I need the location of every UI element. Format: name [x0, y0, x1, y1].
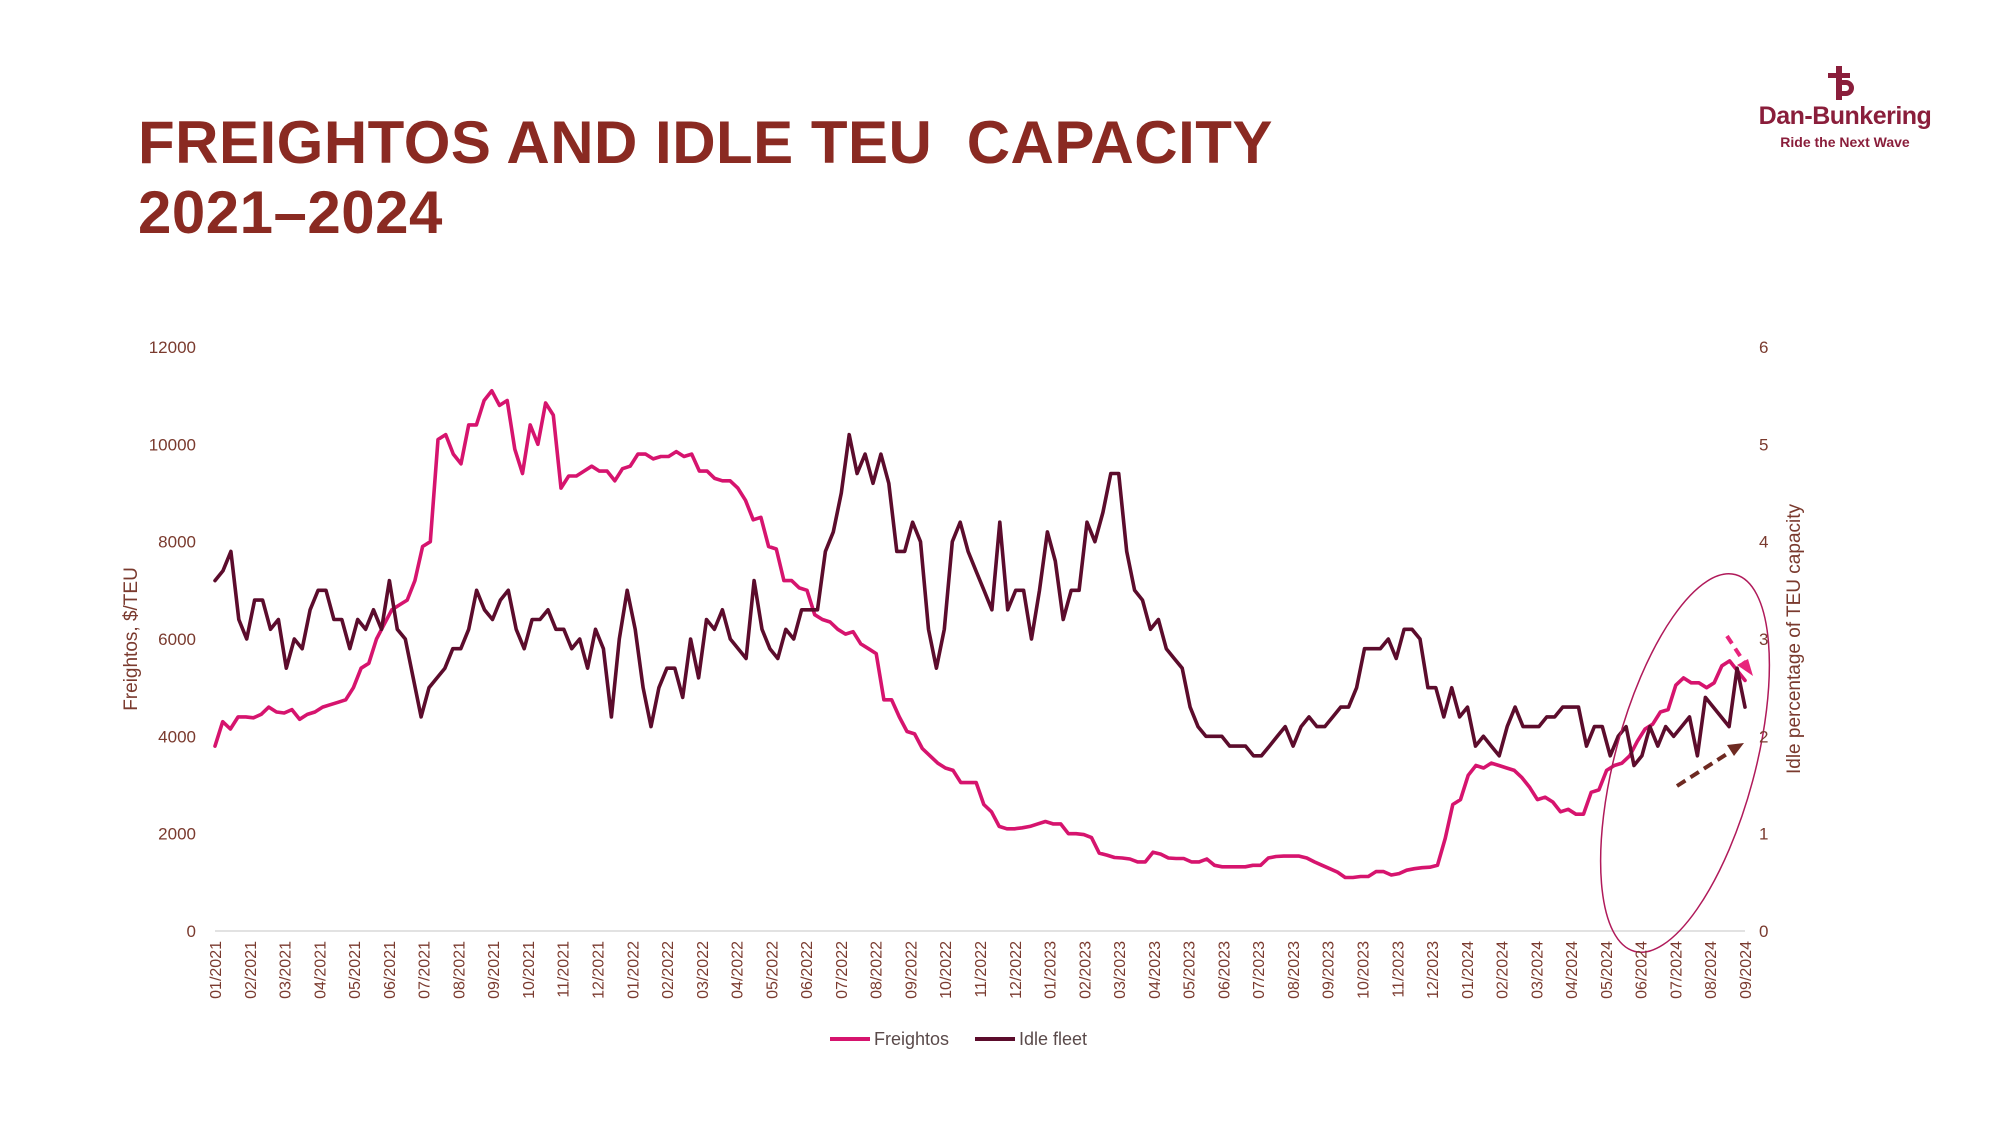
x-tick-label: 01/2021	[208, 941, 225, 999]
x-tick-label: 08/2023	[1286, 941, 1303, 999]
legend-label: Freightos	[874, 1029, 949, 1049]
y-left-tick-label: 10000	[149, 435, 196, 454]
x-tick-label: 12/2022	[1008, 941, 1025, 999]
x-tick-label: 04/2023	[1147, 941, 1164, 999]
logo-tagline: Ride the Next Wave	[1780, 134, 1910, 150]
x-tick-label: 01/2022	[625, 941, 642, 999]
y-left-tick-label: 0	[187, 922, 196, 941]
y-right-tick-label: 4	[1759, 533, 1768, 552]
anchor-cross-icon	[1828, 66, 1854, 100]
x-tick-label: 02/2024	[1495, 941, 1512, 999]
x-tick-label: 10/2023	[1356, 941, 1373, 999]
x-tick-label: 06/2021	[382, 941, 399, 999]
x-tick-label: 08/2024	[1703, 941, 1720, 999]
freightos-trend-arrowhead	[1737, 659, 1753, 676]
y-right-tick-label: 0	[1759, 922, 1768, 941]
page-title: FREIGHTOS AND IDLE TEU CAPACITY 2021–202…	[138, 108, 1273, 248]
title-line-2: 2021–2024	[138, 179, 443, 246]
x-tick-label: 11/2022	[973, 941, 990, 998]
y-left-tick-label: 2000	[158, 825, 196, 844]
y-left-tick-label: 6000	[158, 630, 196, 649]
x-tick-label: 01/2023	[1043, 941, 1060, 999]
x-tick-label: 04/2024	[1564, 941, 1581, 999]
legend-label: Idle fleet	[1019, 1029, 1087, 1049]
y-left-tick-label: 8000	[158, 533, 196, 552]
y-left-tick-label: 4000	[158, 727, 196, 746]
x-tick-label: 09/2021	[486, 941, 503, 999]
logo-name: Dan-Bunkering	[1758, 102, 1932, 130]
x-tick-label: 08/2022	[869, 941, 886, 999]
y-right-tick-label: 6	[1759, 338, 1768, 357]
x-tick-label: 01/2024	[1460, 941, 1477, 999]
x-tick-label: 05/2023	[1182, 941, 1199, 999]
x-tick-label: 11/2021	[556, 941, 573, 998]
series-line-freightos	[213, 388, 1747, 880]
x-tick-label: 11/2023	[1390, 941, 1407, 998]
x-tick-label: 03/2023	[1112, 941, 1129, 999]
x-tick-label: 02/2022	[660, 941, 677, 999]
x-tick-label: 07/2022	[834, 941, 851, 999]
x-tick-label: 02/2023	[1077, 941, 1094, 999]
y-right-tick-label: 2	[1759, 727, 1768, 746]
x-tick-label: 10/2022	[938, 941, 955, 999]
x-tick-label: 09/2023	[1321, 941, 1338, 999]
series-line-idle-fleet	[213, 432, 1747, 768]
x-tick-label: 03/2021	[278, 941, 295, 999]
x-tick-label: 05/2022	[764, 941, 781, 999]
x-tick-label: 12/2023	[1425, 941, 1442, 999]
idle-trend-arrowhead	[1727, 743, 1744, 756]
x-tick-label: 04/2021	[312, 941, 329, 999]
y-right-tick-label: 3	[1759, 630, 1768, 649]
x-tick-label: 04/2022	[730, 941, 747, 999]
x-tick-label: 03/2022	[695, 941, 712, 999]
x-tick-label: 05/2024	[1599, 941, 1616, 999]
x-tick-label: 08/2021	[451, 941, 468, 999]
x-tick-label: 07/2023	[1251, 941, 1268, 999]
highlight-ellipse	[1599, 573, 1771, 953]
y-left-tick-label: 12000	[149, 338, 196, 357]
y-right-tick-label: 1	[1759, 825, 1768, 844]
x-tick-label: 06/2024	[1634, 941, 1651, 999]
x-tick-label: 06/2023	[1216, 941, 1233, 999]
x-tick-label: 07/2021	[417, 941, 434, 999]
x-tick-label: 03/2024	[1529, 941, 1546, 999]
x-tick-label: 09/2022	[903, 941, 920, 999]
x-tick-label: 06/2022	[799, 941, 816, 999]
x-tick-label: 12/2021	[591, 941, 608, 999]
x-tick-label: 09/2024	[1738, 941, 1755, 999]
x-tick-label: 05/2021	[347, 941, 364, 999]
title-line-1: FREIGHTOS AND IDLE TEU CAPACITY	[138, 109, 1273, 176]
y-right-axis-title: Idle percentage of TEU capacity	[1784, 503, 1805, 774]
y-right-tick-label: 5	[1759, 435, 1768, 454]
idle-trend-arrow	[1675, 750, 1732, 788]
x-tick-label: 10/2021	[521, 941, 538, 999]
dan-bunkering-logo: Dan-Bunkering Ride the Next Wave	[1740, 66, 1950, 156]
freightos-trend-arrow	[1725, 634, 1748, 667]
y-left-axis-title: Freightos, $/TEU	[121, 567, 142, 711]
x-tick-label: 02/2021	[243, 941, 260, 999]
x-tick-label: 07/2024	[1668, 941, 1685, 999]
